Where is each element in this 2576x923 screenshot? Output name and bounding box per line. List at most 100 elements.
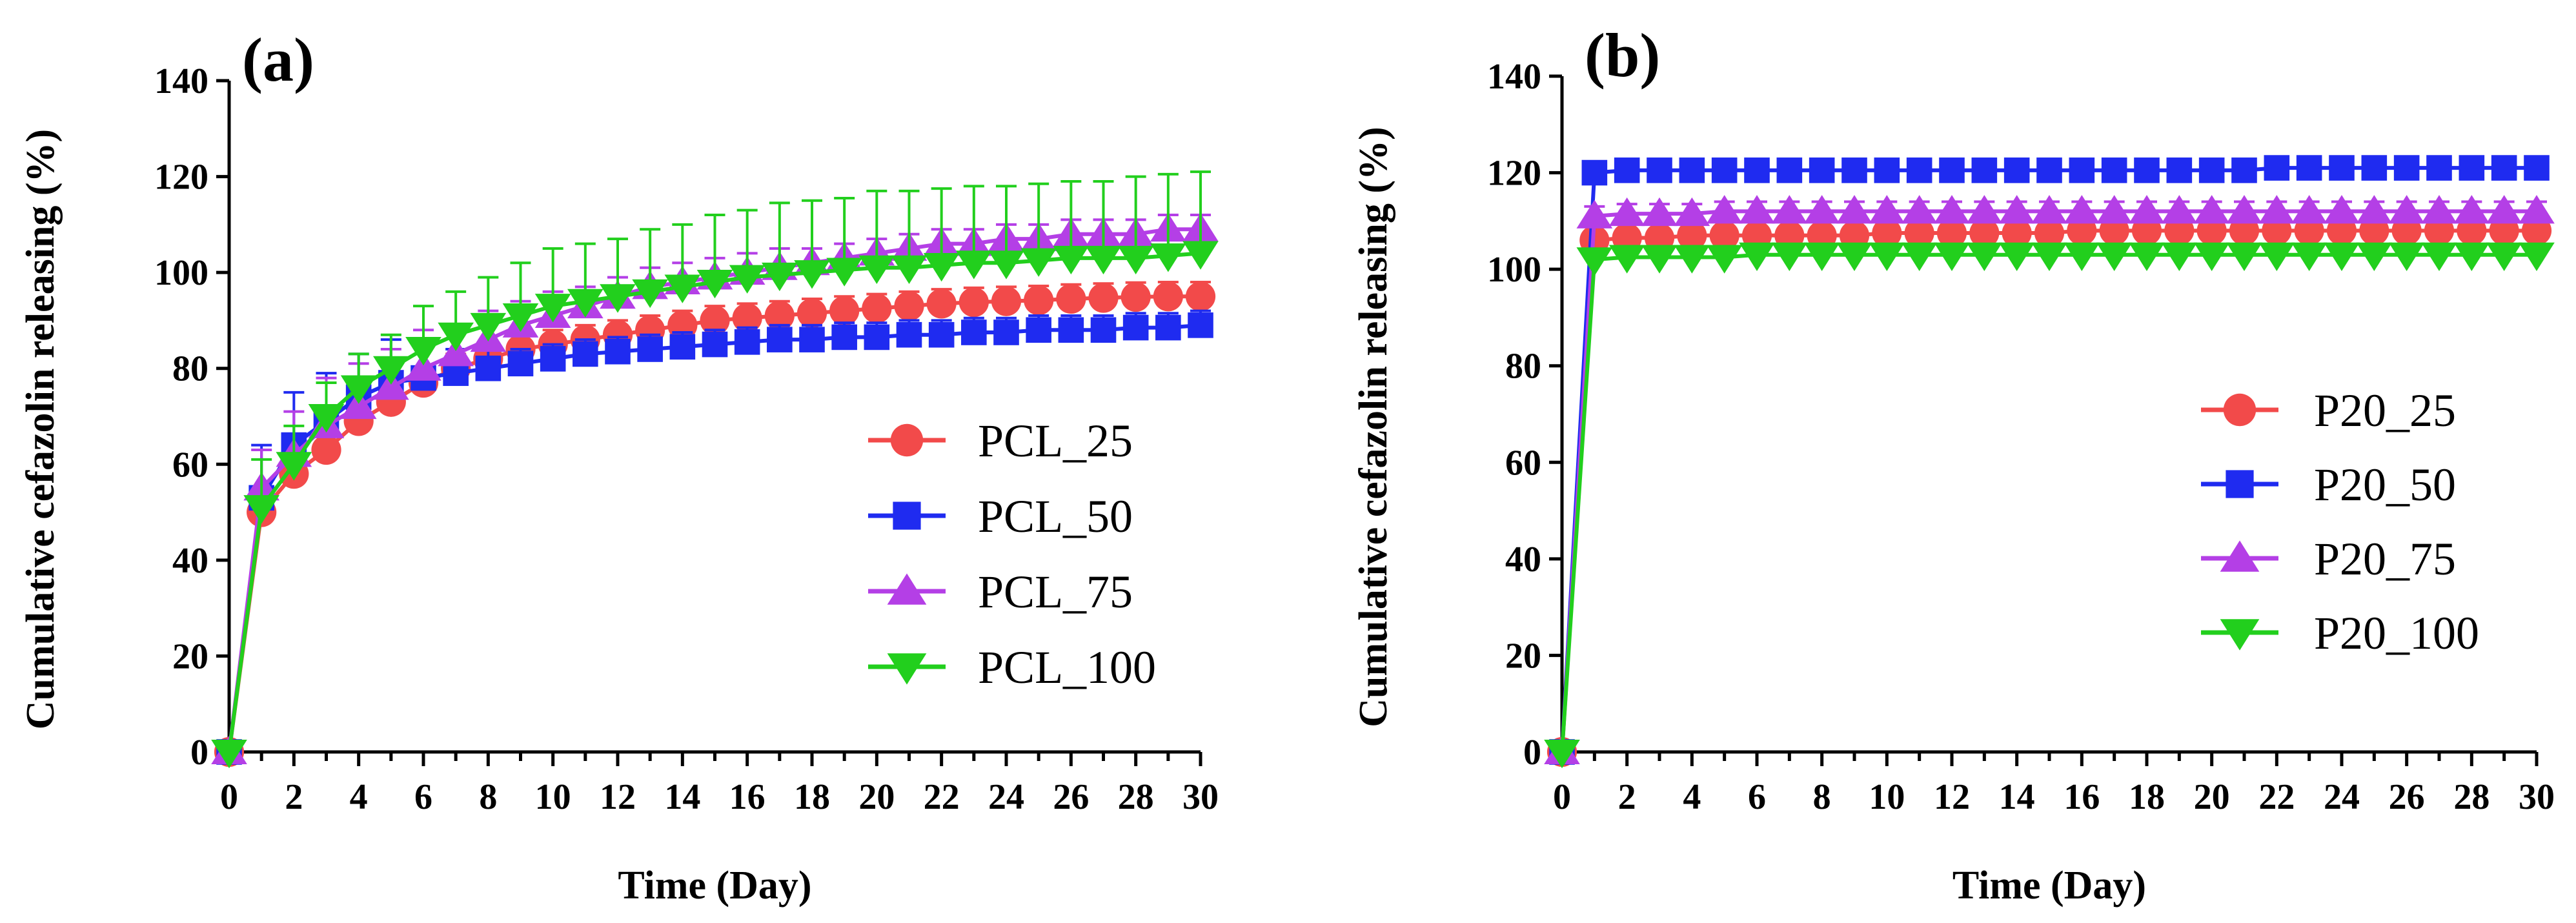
data-point — [311, 434, 341, 465]
series-p20-100 — [1544, 242, 2555, 769]
data-point — [438, 338, 474, 367]
data-point — [1020, 248, 1057, 277]
data-point — [2198, 157, 2225, 183]
data-point — [1998, 242, 2035, 272]
data-point — [2291, 195, 2328, 224]
data-point — [2296, 155, 2322, 181]
x-tick-label: 0 — [1553, 777, 1571, 817]
data-point — [1841, 157, 1867, 183]
data-point — [700, 305, 730, 336]
data-point — [1836, 195, 1872, 224]
legend-marker — [893, 502, 921, 530]
data-point — [1188, 312, 1213, 338]
data-point — [1934, 195, 1970, 224]
x-tick-label: 28 — [2453, 777, 2490, 817]
x-axis-title: Time (Day) — [618, 864, 811, 908]
data-point — [1706, 245, 1743, 274]
data-point — [858, 255, 895, 285]
x-tick-label: 16 — [729, 777, 766, 817]
legend-label: PCL_50 — [978, 491, 1133, 542]
data-point — [2324, 242, 2360, 272]
data-point — [1581, 159, 1608, 186]
legend-item: P20_50 — [2201, 459, 2456, 511]
y-tick-label: 40 — [1505, 540, 1541, 580]
legend-marker — [2223, 393, 2257, 427]
data-point — [2231, 157, 2257, 183]
data-point — [573, 341, 598, 367]
x-tick-label: 8 — [479, 777, 497, 817]
legend-item: P20_75 — [2201, 533, 2456, 585]
x-tick-label: 26 — [1053, 777, 1089, 817]
data-point — [340, 390, 377, 420]
x-tick-label: 8 — [1813, 777, 1831, 817]
data-point — [1739, 195, 1775, 224]
data-point — [2258, 195, 2295, 224]
data-point — [1771, 195, 1808, 224]
x-tick-label: 16 — [2064, 777, 2100, 817]
data-point — [2002, 218, 2032, 249]
data-point — [2069, 157, 2095, 183]
x-tick-label: 20 — [858, 777, 895, 817]
data-point — [1544, 740, 1580, 769]
data-point — [1998, 195, 2035, 224]
data-point — [567, 289, 603, 318]
y-tick-label: 120 — [1487, 154, 1541, 194]
data-point — [2393, 155, 2420, 181]
data-point — [928, 321, 955, 348]
data-point — [2193, 195, 2230, 224]
data-point — [438, 322, 474, 352]
data-point — [1614, 157, 1640, 183]
data-point — [2486, 242, 2522, 272]
data-point — [2388, 195, 2425, 224]
data-point — [991, 286, 1022, 316]
data-point — [1122, 314, 1149, 341]
x-tick-label: 24 — [2324, 777, 2360, 817]
data-point — [2034, 218, 2065, 249]
data-point — [1744, 157, 1770, 183]
data-point — [534, 294, 571, 323]
data-point — [1869, 242, 1905, 272]
x-tick-label: 28 — [1118, 777, 1154, 817]
data-point — [2064, 195, 2100, 224]
data-point — [1874, 157, 1900, 183]
data-point — [1056, 283, 1086, 314]
data-point — [1904, 218, 1934, 249]
data-point — [211, 740, 247, 769]
x-tick-label: 10 — [1869, 777, 1905, 817]
legend-item: PCL_25 — [868, 415, 1133, 467]
data-point — [1155, 314, 1181, 341]
data-point — [729, 265, 766, 294]
x-tick-label: 6 — [414, 777, 432, 817]
data-point — [794, 260, 830, 289]
legend-label: P20_75 — [2314, 533, 2456, 585]
y-tick-label: 100 — [1487, 250, 1541, 290]
x-tick-label: 0 — [220, 777, 238, 817]
data-point — [405, 352, 441, 381]
legend-item: PCL_75 — [868, 566, 1133, 618]
data-point — [340, 375, 377, 404]
legend-marker — [2220, 619, 2260, 651]
data-point — [2264, 155, 2290, 181]
data-point — [308, 404, 345, 433]
legend-marker — [887, 653, 927, 685]
data-point — [988, 250, 1024, 279]
x-tick-label: 22 — [2258, 777, 2295, 817]
data-point — [1901, 242, 1938, 272]
y-tick-label: 20 — [1505, 636, 1541, 676]
legend-item: PCL_100 — [868, 642, 1156, 693]
data-point — [2324, 195, 2360, 224]
y-tick-label: 60 — [172, 445, 208, 485]
legend-label: P20_100 — [2314, 607, 2479, 659]
data-point — [2356, 242, 2393, 272]
legend-label: PCL_25 — [978, 415, 1133, 467]
data-point — [276, 452, 312, 481]
y-tick-label: 120 — [154, 157, 208, 198]
data-point — [1576, 247, 1613, 276]
data-point — [1936, 218, 1967, 249]
data-point — [923, 253, 960, 282]
data-point — [796, 298, 827, 329]
data-point — [896, 321, 922, 348]
data-point — [502, 303, 539, 332]
